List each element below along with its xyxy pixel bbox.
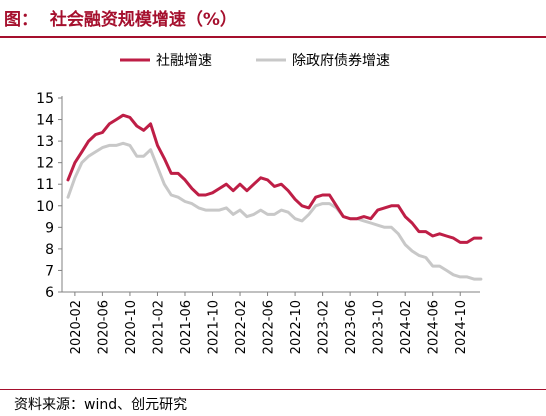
y-axis: 6 7 8 9 10 11 12 13 14 15 [36, 91, 63, 301]
x-tick-label: 2020-10 [124, 300, 139, 354]
series-line-2 [66, 141, 483, 281]
series-line-1 [66, 113, 483, 244]
chart-legend: 社融增速 除政府债券增速 [120, 53, 390, 69]
y-tick-label: 13 [36, 134, 54, 150]
legend-label-1: 社融增速 [156, 53, 212, 69]
y-tick-label: 8 [45, 242, 54, 258]
x-tick-label: 2023-06 [344, 300, 359, 354]
series-lines [66, 113, 483, 281]
y-tick-label: 9 [45, 220, 54, 236]
y-tick-label: 6 [45, 285, 54, 301]
x-tick-label: 2023-02 [317, 300, 332, 354]
x-tick-label: 2022-02 [234, 300, 249, 354]
source-rule [0, 389, 546, 390]
y-tick-label: 7 [45, 263, 54, 279]
x-tick-label: 2022-10 [289, 300, 304, 354]
legend-label-2: 除政府债券增速 [292, 53, 390, 69]
figure-header: 图： 社会融资规模增速（%） [0, 0, 546, 36]
x-tick-label: 2024-06 [427, 300, 442, 354]
y-tick-label: 15 [36, 91, 54, 107]
x-tick-label: 2021-06 [179, 300, 194, 354]
x-tick-label: 2020-06 [96, 300, 111, 354]
x-tick-label: 2022-06 [262, 300, 277, 354]
x-tick-label: 2024-02 [399, 300, 414, 354]
x-tick-label: 2023-10 [372, 300, 387, 354]
title-rule [0, 36, 546, 38]
y-tick-label: 10 [36, 199, 54, 215]
figure-title: 图： 社会融资规模增速（%） [4, 10, 237, 30]
figure-source: 资料来源：wind、创元研究 [14, 397, 188, 413]
x-tick-label: 2021-10 [207, 300, 222, 354]
y-tick-label: 11 [36, 177, 54, 193]
x-axis: 2020-02 2020-06 2020-10 2021-02 2021-06 2021-… [62, 291, 480, 354]
y-tick-label: 12 [36, 156, 54, 172]
x-tick-label: 2024-10 [454, 300, 469, 354]
x-tick-label: 2021-02 [151, 300, 166, 354]
y-tick-label: 14 [36, 113, 54, 129]
x-tick-label: 2020-02 [69, 300, 84, 354]
